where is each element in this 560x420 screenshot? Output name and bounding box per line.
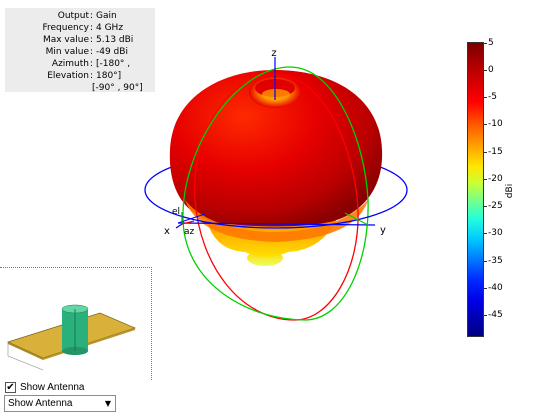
show-antenna-toggle[interactable]: ✔ Show Antenna — [5, 381, 85, 394]
info-separator: : — [90, 59, 94, 69]
feed-cylinder — [61, 304, 89, 355]
info-label: Elevation — [47, 71, 89, 81]
colorbar-tick-mark — [484, 206, 487, 208]
el-label: el — [172, 207, 180, 217]
show-antenna-checkbox[interactable]: ✔ — [5, 381, 16, 393]
az-label: az — [184, 227, 195, 237]
colorbar-tick-label: -25 — [488, 201, 503, 212]
info-value: 180°] — [96, 71, 122, 81]
colorbar-tick-label: -45 — [488, 310, 503, 321]
colorbar — [467, 42, 484, 337]
info-row: Min value: -49 dBi — [5, 46, 155, 58]
colorbar-tick-label: 5 — [488, 37, 494, 48]
info-value: Gain — [96, 11, 117, 21]
info-value: [-180° , — [96, 59, 131, 69]
colorbar-tick-mark — [484, 260, 487, 262]
elevation-circle-green — [182, 66, 369, 321]
colorbar-tick-mark — [484, 151, 487, 153]
colorbar-tick-label: 0 — [488, 64, 494, 75]
colorbar-tick-label: -35 — [488, 255, 503, 266]
info-label: Min value — [45, 47, 89, 57]
colorbar-tick-label: -10 — [488, 119, 503, 130]
info-label: Azimuth — [51, 59, 89, 69]
info-row: Output: Gain — [5, 10, 155, 22]
info-row: Azimuth: [-180° , — [5, 58, 155, 70]
info-value: -49 dBi — [96, 47, 128, 57]
info-separator: : — [90, 47, 94, 57]
colorbar-tick-mark — [484, 233, 487, 235]
info-label: Frequency — [42, 23, 90, 33]
info-row: Elevation:180°] — [5, 70, 155, 82]
colorbar-tick-label: -40 — [488, 282, 503, 293]
y-axis — [177, 222, 376, 226]
colorbar-tick-label: -30 — [488, 228, 503, 239]
x-axis-label: x — [164, 226, 170, 237]
antenna-preview-panel — [0, 267, 152, 380]
info-value: 5.13 dBi — [96, 35, 134, 45]
info-value: 4 GHz — [96, 23, 124, 33]
colorbar-tick-mark — [484, 124, 487, 126]
colorbar-tick-mark — [484, 69, 487, 71]
info-row: Max value:5.13 dBi — [5, 34, 155, 46]
y-axis-label: y — [380, 225, 386, 236]
show-antenna-label: Show Antenna — [20, 382, 85, 393]
colorbar-tick-mark — [484, 42, 487, 44]
info-separator: : — [90, 23, 94, 33]
colorbar-unit-label: dBi — [505, 183, 516, 199]
colorbar-tick-mark — [484, 178, 487, 180]
colorbar-tick-label: -5 — [488, 92, 497, 103]
colorbar-tick-label: -20 — [488, 173, 503, 184]
colorbar-tick-mark — [484, 287, 487, 289]
lobe-underside — [185, 200, 368, 242]
dropdown-selected-value: Show Antenna — [8, 398, 73, 409]
info-panel: Output: Gain Frequency:4 GHz Max value:5.13… — [5, 8, 155, 93]
main-lobe — [169, 70, 383, 227]
antenna-display-dropdown[interactable]: Show Antenna ▼ — [4, 395, 116, 412]
origin-triad — [175, 212, 195, 229]
info-extra-line: [-90° , 90°] — [92, 83, 143, 93]
colorbar-tick-mark — [484, 315, 487, 317]
info-row: Frequency:4 GHz — [5, 22, 155, 34]
azimuth-circle-front — [144, 189, 408, 229]
z-axis-label: z — [271, 48, 276, 59]
info-label: Max value — [42, 35, 89, 45]
info-separator: : — [90, 71, 94, 81]
colorbar-tick-label: -15 — [488, 146, 503, 157]
info-separator: : — [90, 11, 94, 21]
info-label: Output — [57, 11, 89, 21]
info-separator: : — [90, 35, 94, 45]
chevron-down-icon[interactable]: ▼ — [104, 399, 112, 408]
colorbar-tick-mark — [484, 97, 487, 99]
